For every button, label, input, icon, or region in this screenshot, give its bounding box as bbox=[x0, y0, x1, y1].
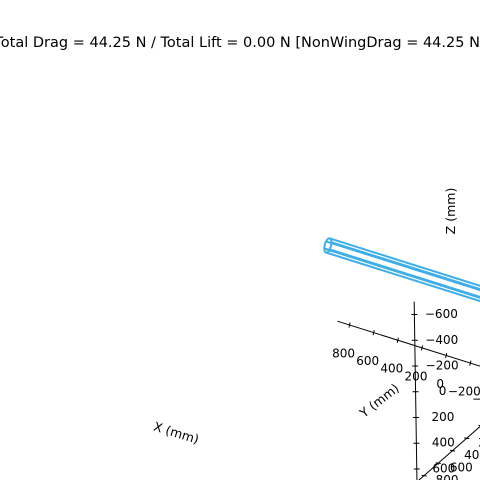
y-tick-label: 800 bbox=[436, 473, 459, 480]
z-tick-label: −600 bbox=[425, 307, 458, 321]
z-axis-line bbox=[413, 301, 418, 480]
y-tick-mark bbox=[435, 462, 441, 465]
z-tick-label: −400 bbox=[425, 333, 458, 347]
z-axis-label: Z (mm) bbox=[443, 188, 458, 235]
x-axis-label: X (mm) bbox=[152, 419, 201, 447]
series-0-edge-line bbox=[324, 247, 480, 299]
z-tick-label: −200 bbox=[426, 359, 459, 373]
z-tick-label: 400 bbox=[432, 436, 455, 450]
y-tick-label: 600 bbox=[450, 461, 473, 475]
chart-title: Total Drag = 44.25 N / Total Lift = 0.00… bbox=[0, 35, 480, 51]
ticks: 8006004002000−200−400−600−600−400−200020… bbox=[332, 307, 480, 480]
series-0-edge-line bbox=[331, 241, 480, 291]
x-tick-mark bbox=[469, 360, 472, 366]
x-tick-label: 600 bbox=[356, 354, 379, 368]
series-0-longitude-line bbox=[329, 237, 480, 287]
x-tick-label: 800 bbox=[332, 347, 355, 361]
x-axis-line bbox=[337, 320, 480, 367]
x-tick-label: 400 bbox=[380, 362, 403, 376]
y-tick-mark bbox=[478, 424, 480, 427]
y-axis-line bbox=[418, 425, 480, 480]
y-axis-label: Y (mm) bbox=[356, 380, 402, 421]
x-tick-label: 0 bbox=[436, 377, 444, 391]
y-tick-mark bbox=[421, 474, 427, 477]
x-tick-mark bbox=[445, 352, 448, 359]
x-tick-mark bbox=[348, 322, 351, 328]
x-tick-mark bbox=[420, 345, 424, 351]
series-0-longitude-line bbox=[325, 240, 480, 292]
y-tick-mark bbox=[464, 437, 470, 440]
z-tick-label: 0 bbox=[439, 384, 447, 398]
x-tick-label: −400 bbox=[472, 392, 480, 406]
x-tick-mark bbox=[396, 337, 399, 343]
z-tick-label: 200 bbox=[432, 410, 455, 424]
series-0-longitude-line bbox=[325, 251, 480, 303]
y-tick-label: 400 bbox=[464, 448, 480, 462]
z-tick-label: 600 bbox=[432, 461, 455, 475]
x-tick-mark bbox=[372, 330, 375, 336]
x-tick-label: −200 bbox=[448, 385, 480, 399]
x-tick-label: 200 bbox=[405, 369, 428, 383]
y-tick-mark bbox=[449, 449, 456, 452]
y-tick-label: 200 bbox=[478, 436, 480, 450]
data-layer bbox=[323, 237, 480, 303]
